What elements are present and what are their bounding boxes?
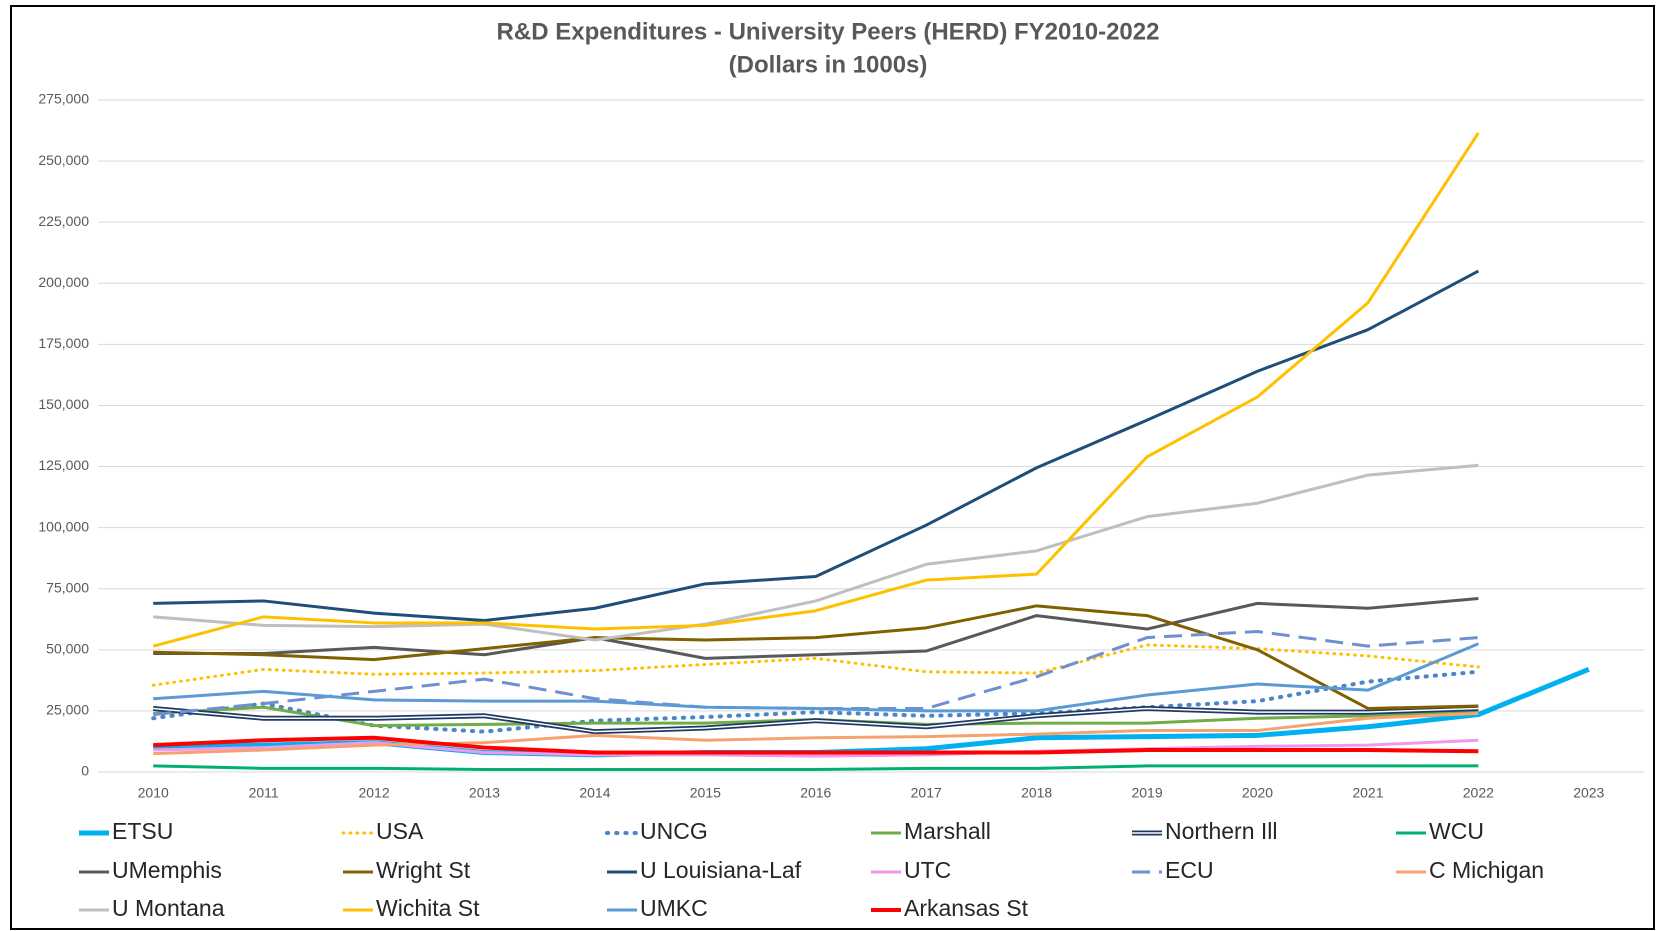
legend-label: UNCG bbox=[640, 818, 708, 844]
series-line bbox=[153, 604, 1479, 710]
series-line bbox=[153, 735, 1479, 755]
legend-label: Wright St bbox=[376, 857, 471, 883]
x-tick-label: 2015 bbox=[690, 785, 721, 801]
x-tick-label: 2012 bbox=[358, 785, 389, 801]
x-tick-label: 2014 bbox=[579, 785, 610, 801]
x-tick-label: 2019 bbox=[1131, 785, 1162, 801]
y-tick-label: 100,000 bbox=[38, 518, 89, 534]
y-tick-label: 200,000 bbox=[38, 274, 89, 290]
legend-label: UMKC bbox=[640, 895, 708, 921]
y-tick-label: 175,000 bbox=[38, 335, 89, 351]
series-line bbox=[153, 738, 1479, 758]
series-line bbox=[152, 132, 1480, 648]
legend-label: USA bbox=[376, 818, 424, 844]
y-tick-label: 25,000 bbox=[46, 702, 89, 718]
y-tick-label: 50,000 bbox=[46, 641, 89, 657]
series-line bbox=[153, 711, 1479, 756]
legend-label: Wichita St bbox=[376, 895, 480, 921]
series-line bbox=[153, 764, 1479, 772]
y-tick-label: 250,000 bbox=[38, 152, 89, 168]
x-tick-label: 2013 bbox=[469, 785, 500, 801]
chart-subtitle: (Dollars in 1000s) bbox=[729, 51, 928, 78]
series-line bbox=[153, 629, 1479, 717]
series-line bbox=[153, 642, 1479, 713]
legend-label: Arkansas St bbox=[904, 895, 1029, 921]
legend-label: ETSU bbox=[112, 818, 173, 844]
legend-label: Marshall bbox=[904, 818, 991, 844]
legend-label: WCU bbox=[1429, 818, 1484, 844]
x-tick-label: 2016 bbox=[800, 785, 831, 801]
x-tick-label: 2018 bbox=[1021, 785, 1052, 801]
x-tick-label: 2023 bbox=[1573, 785, 1604, 801]
y-tick-label: 150,000 bbox=[38, 396, 89, 412]
x-tick-label: 2011 bbox=[249, 785, 279, 801]
legend-label: UMemphis bbox=[112, 857, 222, 883]
legend-label: Northern Ill bbox=[1165, 818, 1277, 844]
series-line bbox=[153, 463, 1479, 642]
legend-label: C Michigan bbox=[1429, 857, 1544, 883]
series-line bbox=[153, 269, 1480, 622]
y-tick-label: 75,000 bbox=[46, 579, 89, 595]
x-tick-label: 2010 bbox=[138, 785, 169, 801]
legend-label: U Louisiana-Laf bbox=[640, 857, 802, 883]
x-tick-label: 2020 bbox=[1242, 785, 1273, 801]
series-line bbox=[153, 597, 1479, 660]
legend-label: ECU bbox=[1165, 857, 1214, 883]
y-tick-label: 0 bbox=[81, 763, 89, 779]
legend-label: U Montana bbox=[112, 895, 225, 921]
x-tick-label: 2017 bbox=[911, 785, 942, 801]
chart-border bbox=[10, 5, 1655, 930]
series-line-inner bbox=[153, 707, 1479, 733]
x-tick-label: 2022 bbox=[1463, 785, 1494, 801]
y-tick-label: 225,000 bbox=[38, 213, 89, 229]
legend-label: UTC bbox=[904, 857, 951, 883]
x-tick-label: 2021 bbox=[1352, 785, 1383, 801]
chart-title: R&D Expenditures - University Peers (HER… bbox=[497, 18, 1160, 45]
y-tick-label: 275,000 bbox=[38, 91, 89, 107]
y-tick-label: 125,000 bbox=[38, 457, 89, 473]
